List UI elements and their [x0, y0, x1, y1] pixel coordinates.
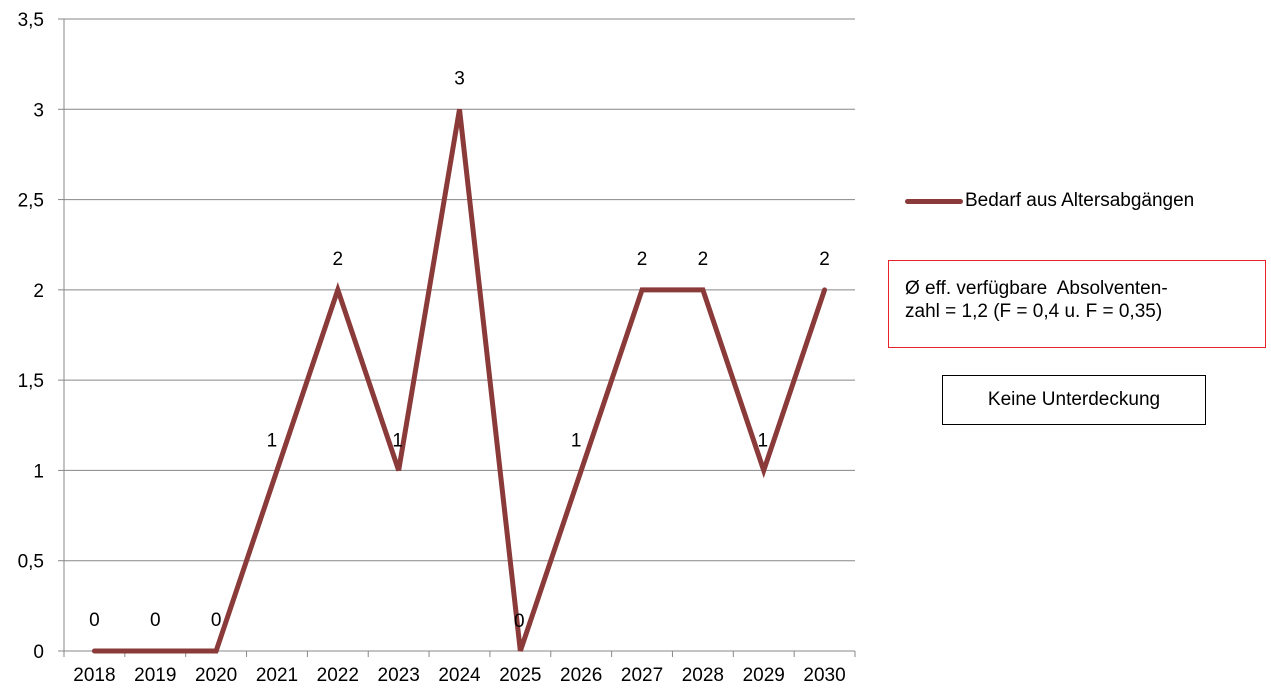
x-tick-label-6: 2024 [438, 665, 481, 686]
data-label-1: 0 [150, 610, 161, 631]
data-label-10: 2 [698, 249, 709, 270]
data-label-9: 2 [637, 249, 648, 270]
data-label-3: 1 [267, 430, 278, 451]
legend-line-swatch [905, 198, 963, 204]
y-tick-label-7: 3,5 [18, 10, 44, 31]
data-label-2: 0 [211, 610, 222, 631]
data-label-7: 0 [514, 611, 525, 632]
data-labels: 0 0 0 1 2 1 3 0 1 2 2 1 2 [89, 68, 830, 632]
x-tick-label-7: 2025 [499, 665, 541, 686]
x-tick-label-0: 2018 [73, 665, 115, 686]
series-lines [91, 108, 828, 654]
data-label-6: 3 [454, 68, 465, 89]
x-tick-label-8: 2026 [560, 665, 602, 686]
data-label-8: 1 [571, 430, 582, 451]
data-label-5: 1 [392, 430, 403, 451]
data-label-12: 2 [819, 249, 830, 270]
status-text: Keine Unterdeckung [987, 389, 1161, 410]
x-axis-tick-labels: 2018 2019 2020 2021 2022 2023 2024 2025 2026 2027… [73, 665, 845, 686]
legend: Bedarf aus Altersabgängen [905, 186, 1194, 216]
note-line-2: zahl = 1,2 (F = 0,4 u. F = 0,35) [905, 301, 1163, 322]
x-tick-label-4: 2022 [317, 665, 359, 686]
x-tick-label-1: 2019 [134, 665, 176, 686]
y-tick-label-4: 2 [33, 281, 44, 302]
legend-label: Bedarf aus Altersabgängen [965, 190, 1195, 211]
y-axis-tick-labels: 0 0,5 1 1,5 2 2,5 3 3,5 [18, 10, 44, 663]
y-tick-label-1: 0,5 [18, 552, 44, 573]
x-tick-label-9: 2027 [621, 665, 663, 686]
absolventen-note-box: Ø eff. verfügbare Absolventen- zahl = 1,… [888, 260, 1266, 348]
x-tick-label-5: 2023 [378, 665, 420, 686]
x-tick-label-11: 2029 [743, 665, 785, 686]
y-tick-label-6: 3 [33, 100, 44, 121]
x-tick-label-3: 2021 [256, 665, 298, 686]
series-line-0 [91, 108, 828, 654]
data-label-4: 2 [333, 249, 344, 270]
x-tick-label-12: 2030 [803, 665, 845, 686]
y-tick-label-0: 0 [33, 642, 44, 663]
x-tick-label-10: 2028 [682, 665, 724, 686]
y-tick-label-2: 1 [33, 461, 44, 482]
status-box: Keine Unterdeckung [942, 375, 1206, 425]
y-tick-label-5: 2,5 [18, 191, 44, 212]
note-line-1: Ø eff. verfügbare Absolventen- [905, 278, 1168, 299]
data-label-11: 1 [757, 430, 768, 451]
y-tick-label-3: 1,5 [18, 371, 44, 392]
x-tick-label-2: 2020 [195, 665, 237, 686]
gridlines [64, 18, 855, 562]
data-label-0: 0 [89, 610, 100, 631]
